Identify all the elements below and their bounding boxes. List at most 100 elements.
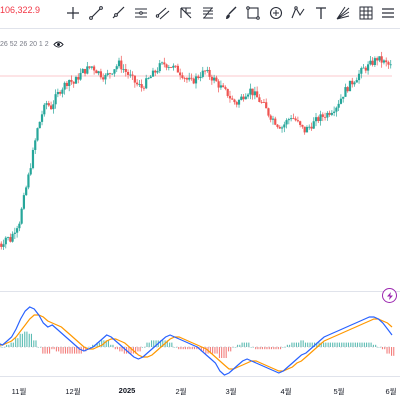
- candle-body: [335, 108, 337, 112]
- fan-tool-button[interactable]: [332, 3, 354, 23]
- text-tool-tool-button[interactable]: [310, 3, 332, 23]
- candle-body: [265, 102, 267, 108]
- candle-body: [347, 87, 349, 91]
- candle-body: [102, 77, 104, 79]
- candle-body: [195, 76, 197, 83]
- candle-body: [129, 75, 131, 76]
- fan-icon: [335, 5, 351, 21]
- candle-body: [25, 187, 27, 195]
- candle-body: [215, 78, 217, 82]
- macd-histogram-bar: [382, 347, 383, 349]
- macd-histogram-bar: [366, 343, 367, 347]
- macd-histogram-bar: [185, 347, 186, 349]
- candle-body: [2, 244, 4, 247]
- macd-histogram-bar: [189, 347, 190, 349]
- brush-tool-button[interactable]: [220, 3, 242, 23]
- macd-histogram-bar: [223, 347, 224, 358]
- candle-body: [288, 119, 290, 120]
- macd-histogram-bar: [287, 345, 288, 347]
- candle-body: [213, 78, 215, 81]
- candle-body: [113, 69, 115, 73]
- candle-body: [272, 119, 274, 120]
- candle-body: [349, 81, 351, 91]
- pitchfork-tool-button[interactable]: [175, 3, 197, 23]
- macd-histogram-bar: [214, 347, 215, 354]
- candle-body: [211, 77, 213, 81]
- candle-body: [290, 118, 292, 119]
- candle-body: [353, 82, 355, 84]
- macd-histogram-bar: [56, 347, 57, 351]
- candle-body: [247, 95, 249, 97]
- fib-retracement-tool-button[interactable]: [197, 3, 219, 23]
- circle-target-tool-button[interactable]: [265, 3, 287, 23]
- candle-body: [249, 89, 251, 95]
- macd-histogram-bar: [140, 347, 141, 351]
- macd-histogram-bar: [294, 343, 295, 347]
- candle-body: [88, 66, 90, 67]
- candle-body: [21, 209, 23, 224]
- text-tool-icon: [313, 5, 329, 21]
- candle-body: [222, 85, 224, 87]
- rectangle-tool-button[interactable]: [242, 3, 264, 23]
- macd-histogram-bar: [330, 343, 331, 347]
- macd-histogram-bar: [237, 345, 238, 347]
- macd-histogram-bar: [110, 345, 111, 347]
- macd-histogram-bar: [226, 347, 227, 358]
- candle-body: [322, 114, 324, 117]
- candle-body: [5, 238, 7, 245]
- candle-body: [188, 78, 190, 80]
- more-tools-tool-button[interactable]: [377, 3, 399, 23]
- candle-body: [109, 73, 111, 74]
- macd-histogram-bar: [60, 347, 61, 354]
- macd-histogram-bar: [31, 334, 32, 347]
- macd-histogram-bar: [361, 343, 362, 347]
- candle-body: [43, 105, 45, 115]
- candle-body: [340, 99, 342, 104]
- macd-histogram-bar: [63, 347, 64, 354]
- candle-body: [324, 117, 326, 118]
- macd-histogram-bar: [187, 347, 188, 349]
- candle-body: [231, 98, 233, 99]
- candle-body: [11, 234, 13, 242]
- horizontal-lines-tool-button[interactable]: [130, 3, 152, 23]
- candle-body: [317, 117, 319, 121]
- macd-histogram-bar: [346, 343, 347, 347]
- macd-histogram-bar: [29, 334, 30, 347]
- macd-histogram-bar: [348, 343, 349, 347]
- pane-separator[interactable]: [0, 291, 400, 292]
- ray-tool-button[interactable]: [107, 3, 129, 23]
- parallel-channel-tool-button[interactable]: [152, 3, 174, 23]
- candle-body: [91, 66, 93, 67]
- candle-body: [208, 70, 210, 77]
- candle-body: [154, 71, 156, 73]
- candle-body: [242, 97, 244, 100]
- triangle-pattern-tool-button[interactable]: [287, 3, 309, 23]
- eye-icon[interactable]: [53, 40, 64, 49]
- macd-histogram-bar: [246, 343, 247, 347]
- candle-body: [333, 112, 335, 113]
- candle-body: [245, 97, 247, 100]
- candle-body: [120, 61, 122, 70]
- candle-body: [61, 90, 63, 94]
- macd-histogram-bar: [24, 332, 25, 347]
- candle-body: [295, 119, 297, 121]
- macd-histogram-bar: [217, 347, 218, 354]
- macd-histogram-bar: [291, 343, 292, 347]
- time-axis-label: 3월: [225, 386, 236, 397]
- candle-body: [218, 81, 220, 87]
- trend-line-tool-button[interactable]: [85, 3, 107, 23]
- candle-body: [362, 68, 364, 69]
- crosshair-tool-button[interactable]: [62, 3, 84, 23]
- candle-body: [360, 68, 362, 74]
- macd-histogram-bar: [257, 347, 258, 349]
- candle-body: [18, 224, 20, 228]
- gann-grid-tool-button[interactable]: [355, 3, 377, 23]
- candle-body: [304, 127, 306, 133]
- macd-histogram-bar: [309, 343, 310, 347]
- lightning-button[interactable]: [382, 288, 397, 303]
- candle-body: [301, 125, 303, 127]
- candle-body: [93, 66, 95, 70]
- macd-histogram-bar: [296, 343, 297, 347]
